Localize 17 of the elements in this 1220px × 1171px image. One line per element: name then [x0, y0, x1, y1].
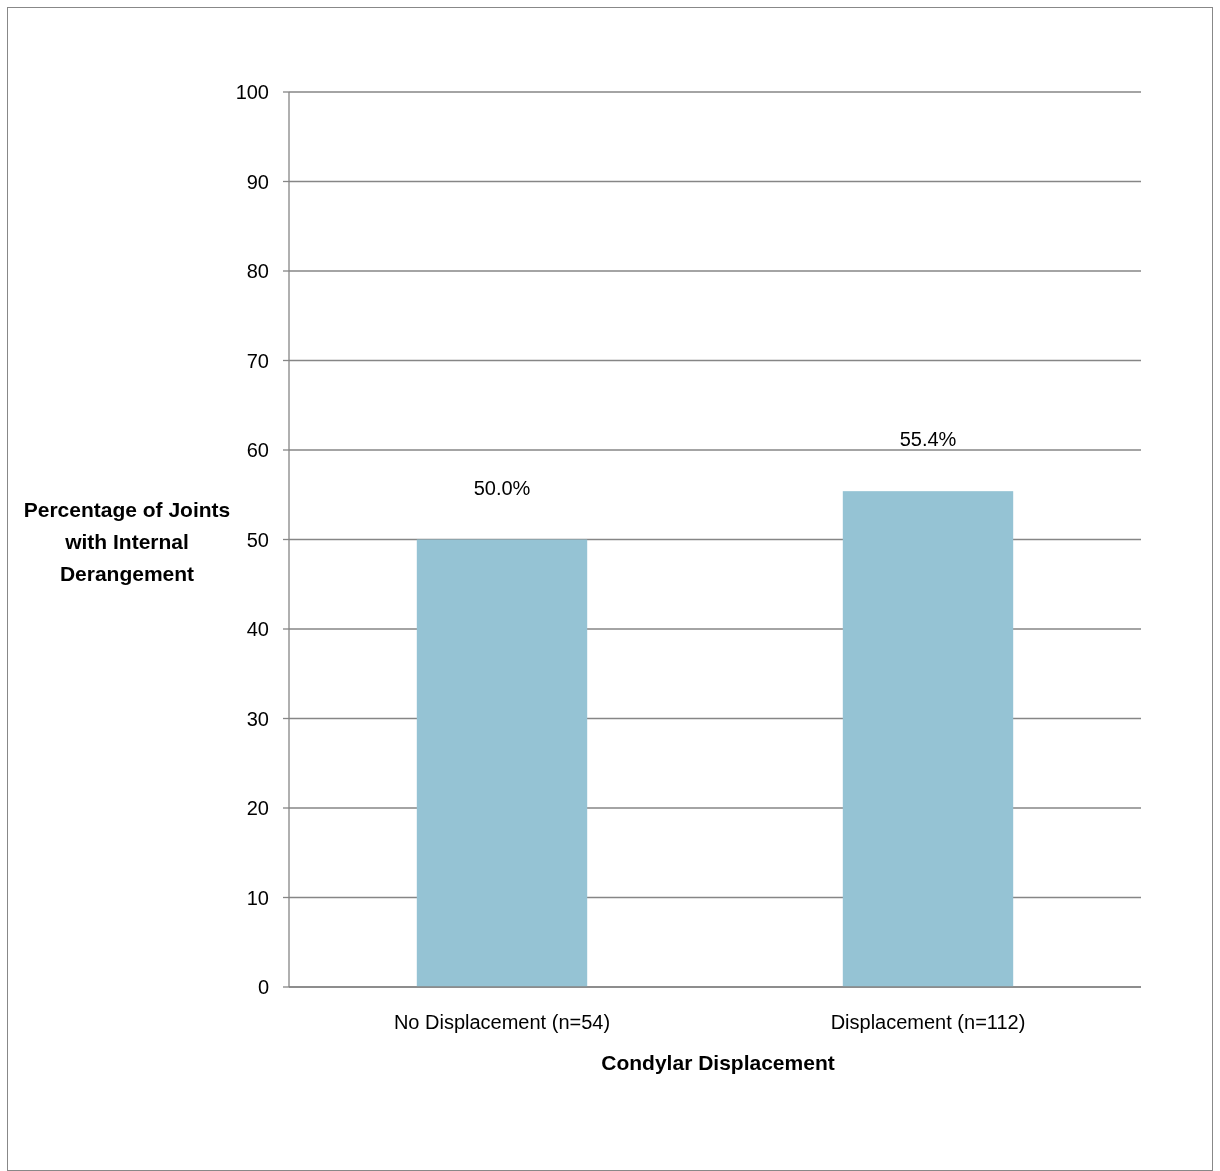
data-label: 50.0% — [473, 476, 531, 499]
x-tick-label: Displacement (n=112) — [830, 1011, 1026, 1033]
y-tick-label: 20 — [246, 797, 269, 819]
y-tick-label: 70 — [246, 349, 269, 372]
x-axis-title: Condylar Displacement — [601, 1051, 835, 1074]
y-tick-label: 50 — [246, 528, 269, 551]
y-tick-label: 80 — [246, 260, 269, 282]
y-tick-label: 40 — [246, 618, 269, 640]
y-tick-label: 100 — [235, 81, 269, 103]
data-label: 55.4% — [899, 428, 957, 451]
y-tick-label: 90 — [246, 170, 269, 193]
x-tick-label: No Displacement (n=54) — [393, 1011, 611, 1033]
y-axis-title: Percentage of Joints with Internal Derangement — [23, 498, 231, 585]
y-tick-label: 60 — [246, 439, 269, 461]
y-tick-label: 30 — [246, 707, 269, 730]
y-tick-label: 10 — [246, 886, 269, 909]
y-tick-label: 0 — [257, 976, 269, 998]
